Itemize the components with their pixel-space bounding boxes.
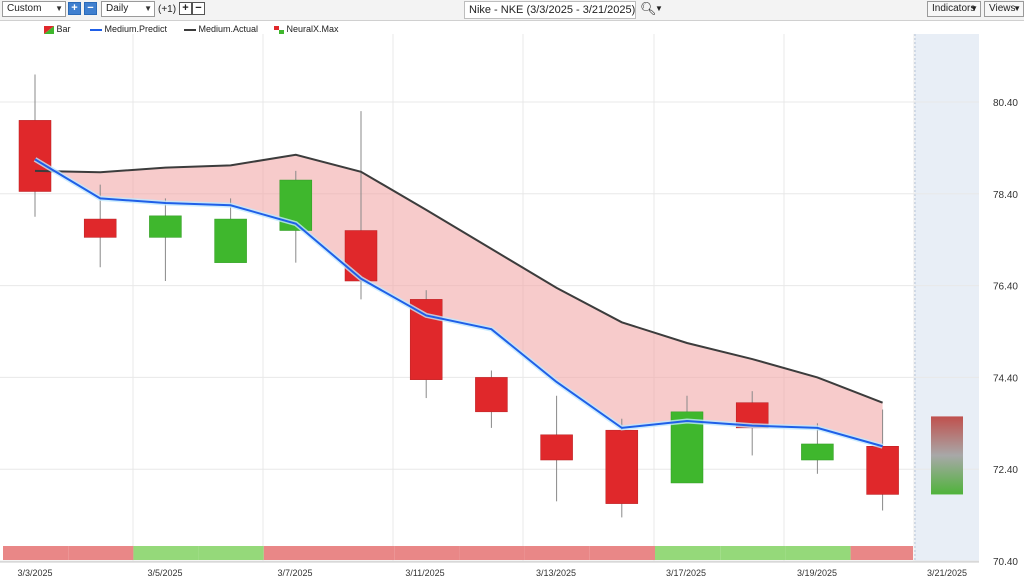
legend-item-medium-actual[interactable]: Medium.Actual [184, 24, 258, 34]
views-button[interactable]: Views ▼ [984, 1, 1024, 17]
signal-strip-segment [263, 546, 329, 560]
y-tick-label: 78.40 [993, 190, 1018, 201]
candle-down[interactable] [605, 429, 639, 504]
legend-label: Medium.Predict [104, 24, 168, 34]
legend-label: Bar [56, 24, 71, 34]
x-tick-label: 3/7/2025 [277, 568, 312, 578]
x-tick-label: 3/13/2025 [536, 568, 576, 578]
range-select-value: Custom [7, 3, 42, 14]
offset-label: (+1) [158, 4, 177, 15]
legend-label: NeuralX.Max [286, 24, 339, 34]
signal-strip-segment [394, 546, 460, 560]
offset-decrease-button[interactable]: − [192, 2, 205, 15]
x-tick-label: 3/21/2025 [927, 568, 967, 578]
y-tick-label: 70.40 [993, 557, 1018, 568]
candle-down[interactable] [83, 218, 117, 238]
signal-strip-segment [655, 546, 721, 560]
search-icon[interactable]: 🔍︎ [640, 1, 657, 16]
symbol-title-field[interactable]: Nike - NKE (3/3/2025 - 3/21/2025) [464, 1, 636, 19]
signal-strip-segment [524, 546, 590, 560]
signal-strip-segment [850, 546, 913, 560]
medium-actual-line[interactable] [34, 153, 883, 404]
x-tick-label: 3/11/2025 [405, 568, 444, 578]
legend-item-bar[interactable]: Bar [44, 24, 71, 34]
legend-item-neuralx-max[interactable]: NeuralX.Max [274, 24, 339, 34]
indicators-button[interactable]: Indicators ▼ [927, 1, 981, 17]
neuralx-max-bar[interactable] [931, 416, 963, 495]
x-tick-label: 3/5/2025 [147, 568, 182, 578]
signal-strip-segment [459, 546, 525, 560]
candle-down[interactable] [18, 120, 52, 192]
zoom-in-button[interactable]: + [68, 2, 81, 15]
y-tick-label: 76.40 [993, 282, 1018, 293]
range-select[interactable]: Custom ▼ [2, 1, 66, 17]
chevron-down-icon: ▼ [55, 4, 63, 13]
period-select-value: Daily [106, 3, 129, 14]
offset-increase-button[interactable]: + [179, 2, 192, 15]
signal-strip-segment [133, 546, 199, 560]
signal-strip-segment [720, 546, 786, 560]
chevron-down-icon: ▼ [144, 4, 152, 13]
signal-strip-segment [589, 546, 655, 560]
symbol-title: Nike - NKE (3/3/2025 - 3/21/2025) [469, 4, 636, 16]
line-swatch-icon [90, 28, 102, 31]
legend-label: Medium.Actual [198, 24, 259, 34]
line-swatch-icon [184, 28, 196, 31]
chevron-down-icon[interactable]: ▼ [655, 4, 663, 13]
neuralx-swatch-icon [274, 25, 284, 34]
candle-down[interactable] [866, 446, 899, 495]
candle-down[interactable] [344, 230, 378, 282]
zoom-out-button[interactable]: − [84, 2, 97, 15]
x-tick-label: 3/19/2025 [797, 568, 837, 578]
x-tick-label: 3/17/2025 [666, 568, 706, 578]
medium-predict-line[interactable] [34, 158, 883, 448]
bar-swatch-icon [44, 25, 54, 34]
views-button-label: Views [989, 3, 1016, 14]
candle-up[interactable] [214, 218, 247, 263]
signal-strip-segment [198, 546, 264, 560]
y-tick-label: 80.40 [993, 98, 1018, 109]
candle-down[interactable] [540, 434, 573, 461]
candle-up[interactable] [149, 215, 182, 238]
x-tick-label: 3/3/2025 [17, 568, 52, 578]
signal-strip-segment [68, 546, 134, 560]
period-select[interactable]: Daily ▼ [101, 1, 155, 17]
signal-strip-segment [3, 546, 69, 560]
y-tick-label: 74.40 [993, 373, 1018, 384]
y-tick-label: 72.40 [993, 465, 1018, 476]
candle-up[interactable] [801, 443, 834, 461]
toolbar: Custom ▼ + − Daily ▼ (+1) + − Nike - NKE… [0, 0, 1024, 21]
chevron-down-icon: ▼ [1013, 4, 1021, 13]
signal-strip-segment [329, 546, 395, 560]
chevron-down-icon: ▼ [970, 4, 978, 13]
signal-strip-segment [785, 546, 851, 560]
candle-down[interactable] [475, 377, 508, 413]
indicators-button-label: Indicators [932, 3, 976, 14]
legend-item-medium-predict[interactable]: Medium.Predict [90, 24, 167, 34]
prediction-band [35, 154, 883, 447]
